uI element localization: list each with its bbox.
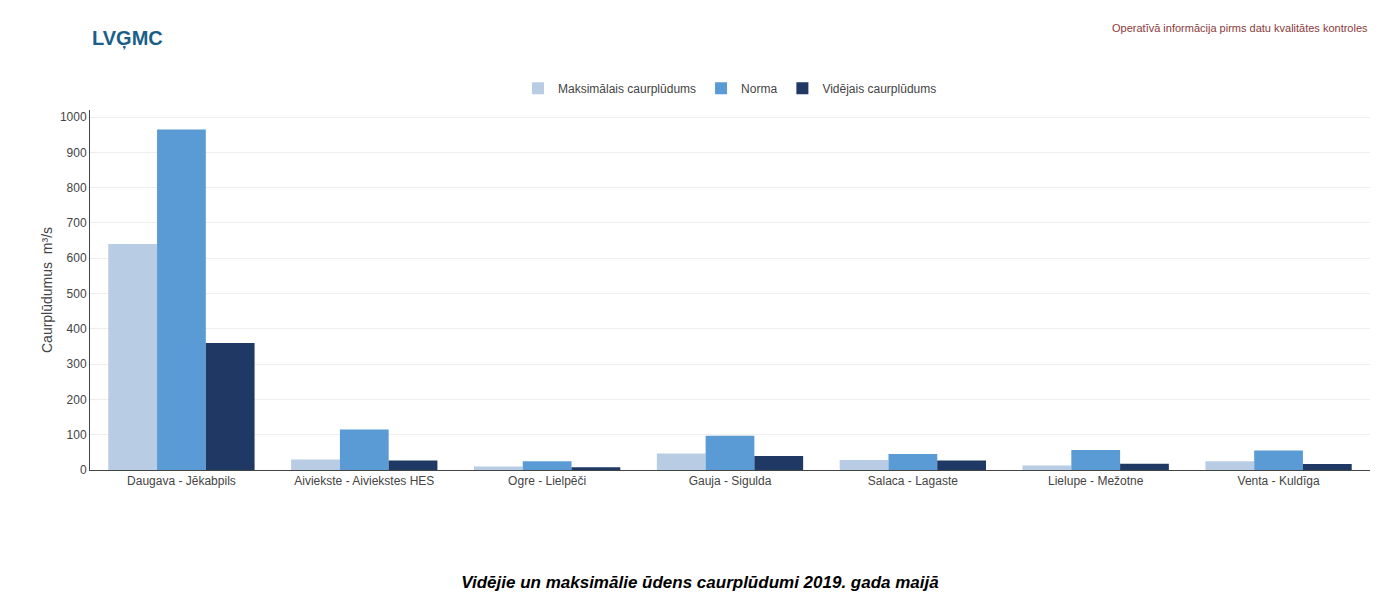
- svg-text:Operatīvā informācija pirms da: Operatīvā informācija pirms datu kvalitā…: [1112, 22, 1368, 34]
- svg-text:Vidējais caurplūdums: Vidējais caurplūdums: [822, 82, 936, 96]
- svg-text:Norma: Norma: [741, 82, 777, 96]
- svg-text:Lielupe - Mežotne: Lielupe - Mežotne: [1048, 474, 1144, 488]
- svg-text:LVG̦MC: LVG̦MC: [92, 27, 163, 50]
- svg-text:600: 600: [67, 251, 87, 265]
- svg-text:Ogre - Lielpēči: Ogre - Lielpēči: [508, 474, 586, 488]
- svg-text:Gauja - Sigulda: Gauja - Sigulda: [689, 474, 772, 488]
- svg-text:1000: 1000: [60, 110, 87, 124]
- svg-text:700: 700: [67, 216, 87, 230]
- svg-text:300: 300: [67, 357, 87, 371]
- svg-text:Aiviekste - Aiviekstes HES: Aiviekste - Aiviekstes HES: [294, 474, 434, 488]
- svg-text:Vidējie un maksimālie ūdens ca: Vidējie un maksimālie ūdens caurplūdumi …: [461, 573, 938, 592]
- svg-text:500: 500: [67, 287, 87, 301]
- svg-text:400: 400: [67, 322, 87, 336]
- svg-text:Daugava - Jēkabpils: Daugava - Jēkabpils: [127, 474, 236, 488]
- svg-text:Venta - Kuldīga: Venta - Kuldīga: [1238, 474, 1320, 488]
- svg-text:Maksimālais caurplūdums: Maksimālais caurplūdums: [558, 82, 696, 96]
- svg-text:Caurplūdumus m³/s: Caurplūdumus m³/s: [39, 227, 55, 353]
- svg-text:900: 900: [67, 146, 87, 160]
- svg-text:0: 0: [80, 463, 87, 477]
- svg-text:Salaca - Lagaste: Salaca - Lagaste: [868, 474, 958, 488]
- svg-text:800: 800: [67, 181, 87, 195]
- svg-text:100: 100: [67, 428, 87, 442]
- svg-text:200: 200: [67, 393, 87, 407]
